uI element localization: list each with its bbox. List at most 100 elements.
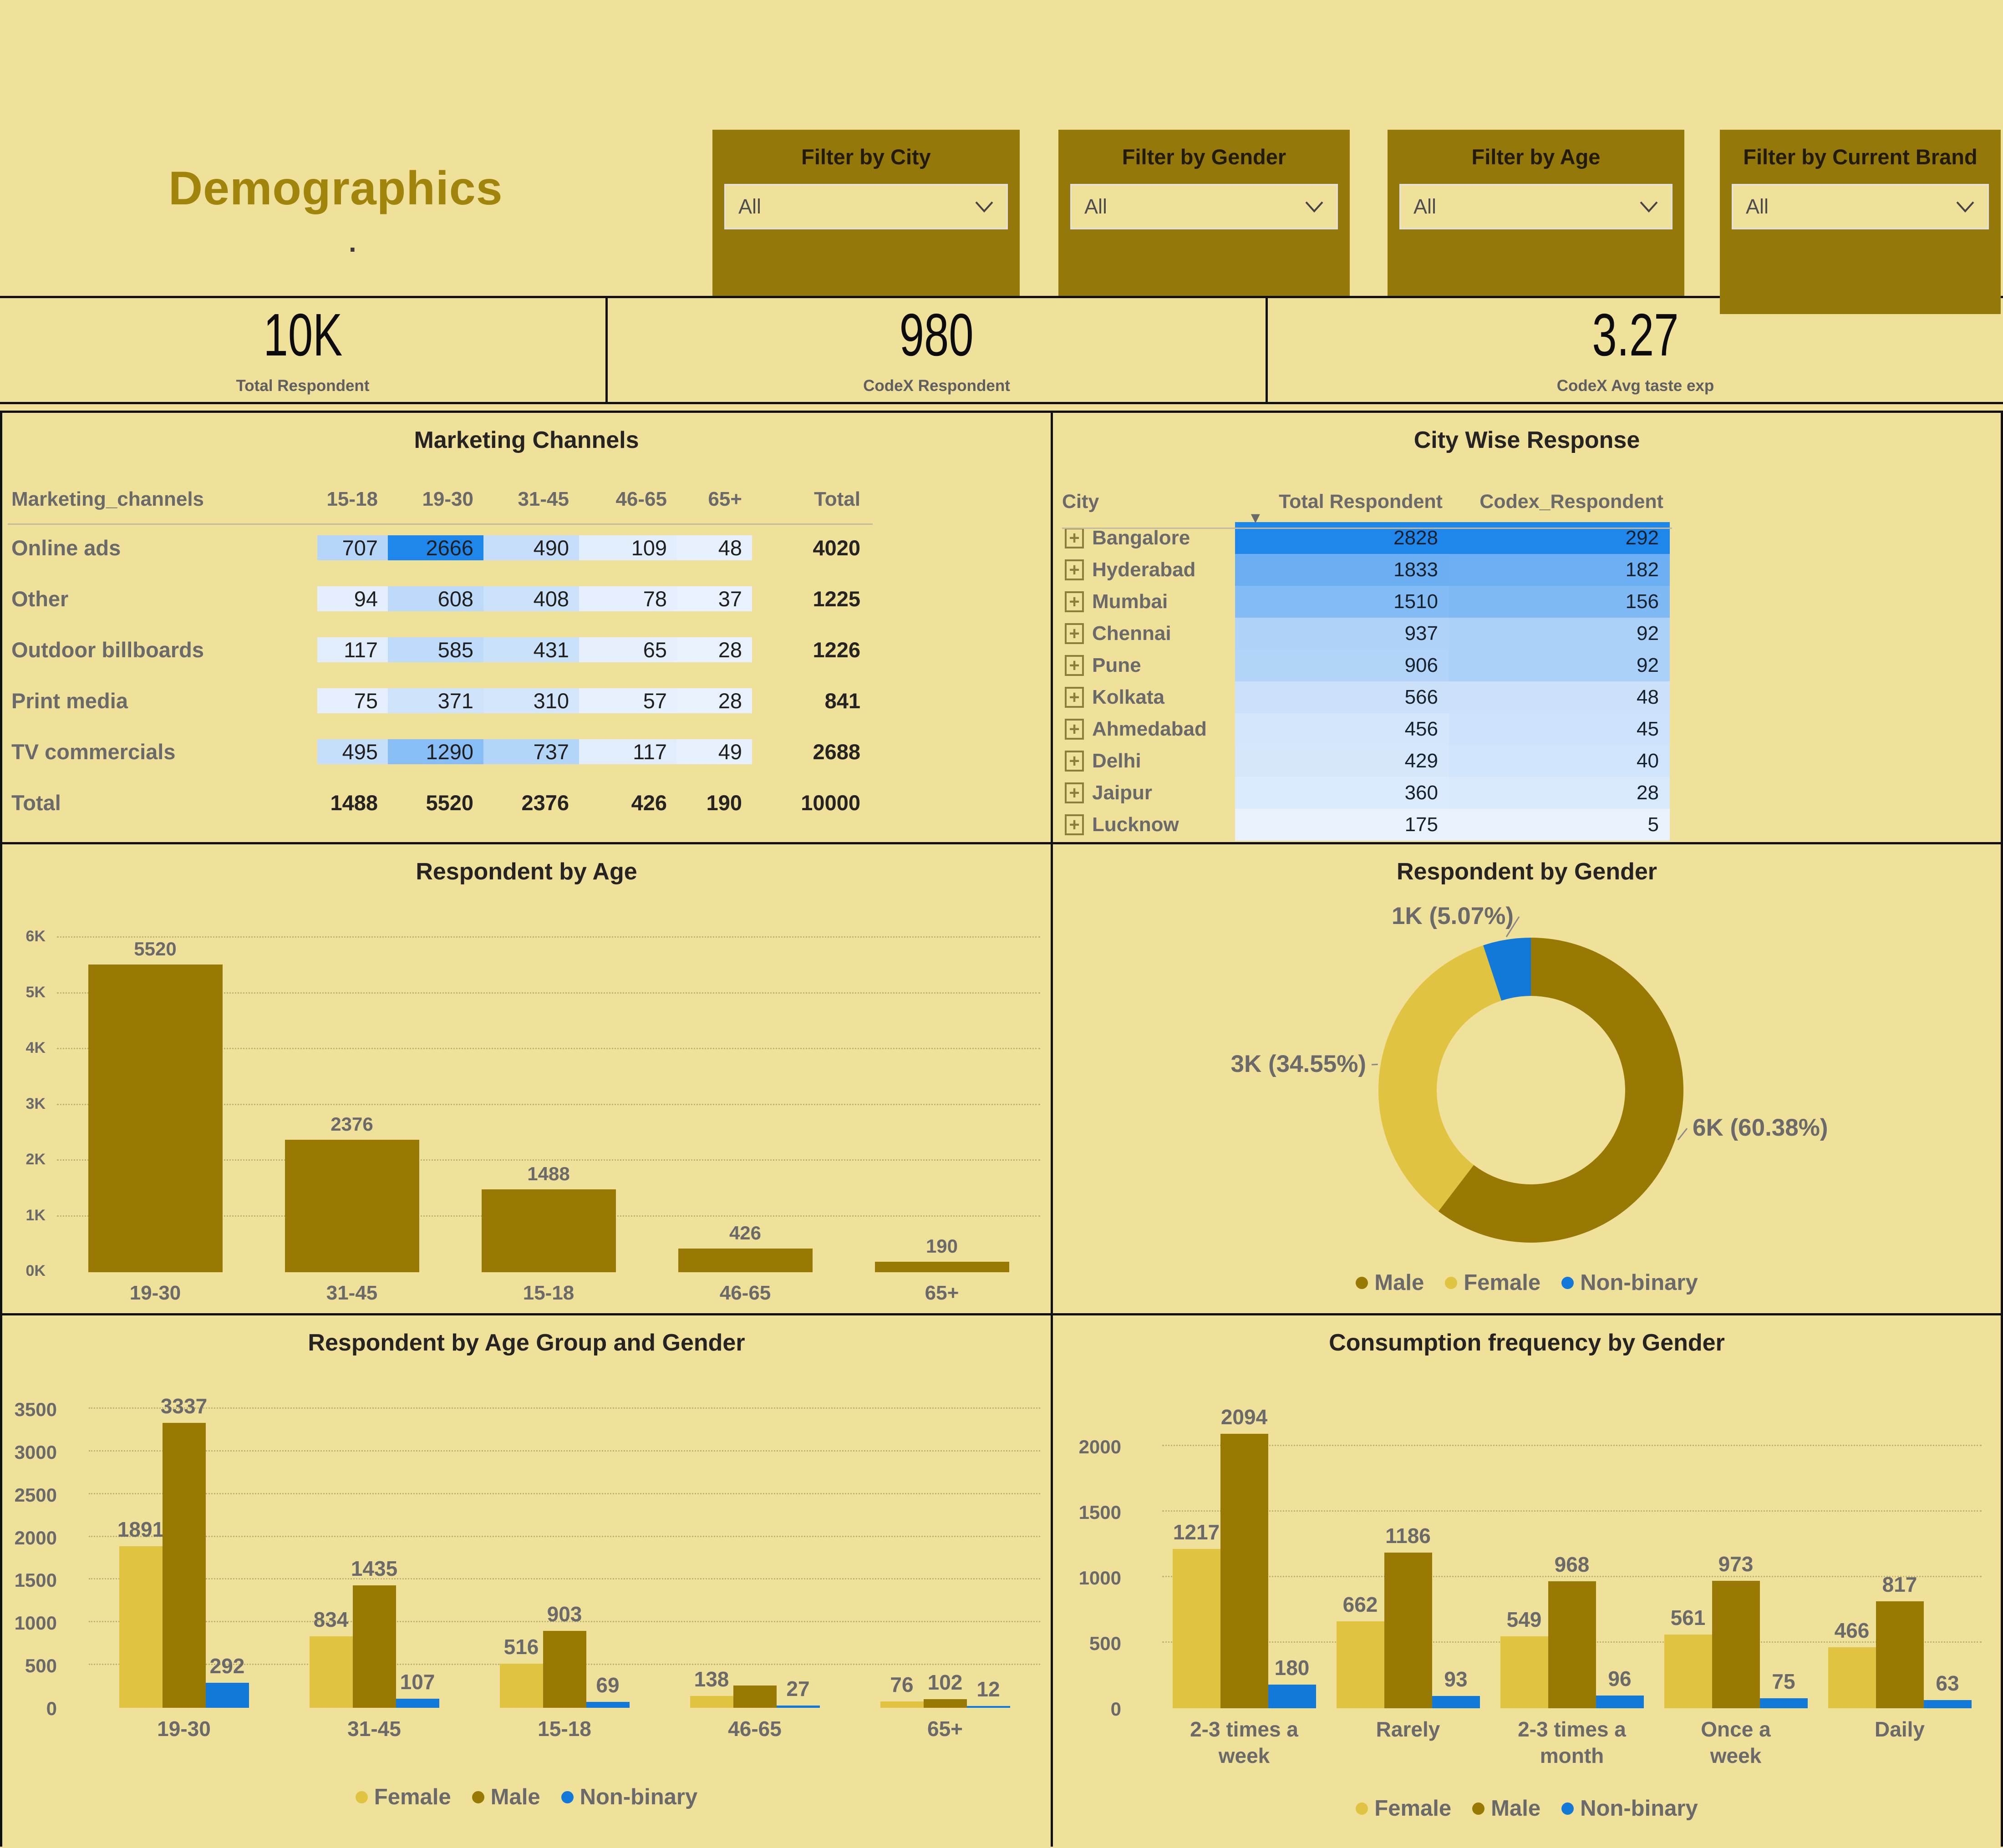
legend-item-female[interactable]: Female [355,1784,451,1810]
legend-item-non-binary[interactable]: Non-binary [1561,1270,1698,1295]
expand-icon[interactable]: + [1065,559,1084,580]
column-header-31-45[interactable]: 31-45 [518,488,569,510]
bar-respondent-by-age-31-45[interactable] [285,1139,419,1272]
legend-item-female[interactable]: Female [1445,1270,1540,1295]
column-header-city[interactable]: City [1062,490,1099,513]
bar-male-31-45[interactable] [352,1585,396,1708]
respondent-by-age-panel: Respondent by Age 5520 2376 1488 426 190 0K 1K… [2,844,1053,1315]
bar-non-binary-2-3-times-a-week[interactable] [1268,1685,1316,1708]
legend-item-male[interactable]: Male [472,1784,540,1810]
heat-cell: 495 [317,739,388,764]
expand-icon[interactable]: + [1065,719,1084,740]
bar-non-binary-daily[interactable] [1923,1700,1972,1708]
bar-female-31-45[interactable] [309,1636,353,1708]
legend-item-non-binary[interactable]: Non-binary [561,1784,697,1810]
column-header-65-[interactable]: 65+ [708,488,742,510]
expand-icon[interactable]: + [1065,528,1084,548]
bar-male-19-30[interactable] [162,1422,206,1708]
column-header-total-respondent[interactable]: Total Respondent [1279,490,1443,513]
legend-item-male[interactable]: Male [1472,1796,1540,1821]
column-header-total[interactable]: Total [814,488,860,510]
table-row[interactable]: + Hyderabad 1833 182 [1062,554,1670,586]
bar-respondent-by-age-19-30[interactable] [88,964,223,1272]
heat-cell: 310 [483,688,579,713]
bar-non-binary-19-30[interactable] [205,1683,249,1708]
filter-city-dropdown[interactable]: All [724,184,1008,230]
expand-icon[interactable]: + [1065,751,1084,772]
filter-gender-dropdown[interactable]: All [1070,184,1338,230]
bar-non-binary-rarely[interactable] [1432,1696,1480,1708]
sort-descending-icon[interactable]: ▼ [1248,509,1263,527]
bar-respondent-by-age-46-65[interactable] [678,1248,813,1272]
bar-male-2-3-times-a-week[interactable] [1220,1433,1268,1708]
table-row[interactable]: Total 1488 5520 2376 426 190 10000 [8,777,870,828]
bar-female-rarely[interactable] [1336,1621,1384,1708]
bar-female-once-a-week[interactable] [1664,1635,1712,1708]
city-table-header: City Total Respondent Codex_Respondent [1062,481,1670,522]
legend-item-non-binary[interactable]: Non-binary [1561,1796,1698,1821]
expand-icon[interactable]: + [1065,687,1084,708]
legend-item-female[interactable]: Female [1356,1796,1451,1821]
table-row[interactable]: + Mumbai 1510 156 [1062,586,1670,618]
heat-cell: 371 [388,688,483,713]
bar-male-65+[interactable] [923,1699,967,1708]
expand-icon[interactable]: + [1065,591,1084,612]
table-row[interactable]: + Jaipur 360 28 [1062,777,1670,809]
table-row[interactable]: + Kolkata 566 48 [1062,681,1670,713]
gridline [57,992,1040,994]
gridline [89,1578,1040,1580]
filter-brand-dropdown[interactable]: All [1732,184,1989,230]
heat-cell: 737 [483,739,579,764]
expand-icon[interactable]: + [1065,623,1084,644]
column-header-15-18[interactable]: 15-18 [326,488,378,510]
table-row[interactable]: Print media 75 371 310 57 28 841 [8,675,870,726]
column-header-19-30[interactable]: 19-30 [422,488,473,510]
table-row[interactable]: + Bangalore 2828 292 [1062,522,1670,554]
table-row[interactable]: TV commercials 495 1290 737 117 49 2688 [8,726,870,777]
city-name: Hyderabad [1092,558,1196,581]
bar-male-15-18[interactable] [543,1630,586,1708]
bar-female-2-3-times-a-month[interactable] [1500,1636,1548,1708]
bar-female-46-65[interactable] [690,1696,733,1708]
column-header-marketing-channels[interactable]: Marketing_channels [11,488,204,510]
donut-slice-male[interactable] [1438,938,1683,1243]
bar-female-19-30[interactable] [119,1546,163,1708]
table-row[interactable]: + Chennai 937 92 [1062,618,1670,650]
table-row[interactable]: Other 94 608 408 78 37 1225 [8,573,870,624]
bar-male-2-3-times-a-month[interactable] [1548,1581,1596,1708]
bar-respondent-by-age-15-18[interactable] [481,1189,616,1272]
bar-non-binary-15-18[interactable] [586,1702,630,1708]
bar-non-binary-31-45[interactable] [396,1698,439,1708]
bar-male-daily[interactable] [1876,1601,1924,1708]
table-row[interactable]: Outdoor billboards 117 585 431 65 28 1226 [8,624,870,675]
heat-cell-total: 360 [1235,777,1449,809]
bar-non-binary-2-3-times-a-month[interactable] [1596,1696,1644,1708]
legend-item-male[interactable]: Male [1356,1270,1424,1295]
bar-non-binary-46-65[interactable] [776,1705,820,1708]
filter-age-dropdown[interactable]: All [1399,184,1673,230]
table-row[interactable]: + Pune 906 92 [1062,650,1670,681]
bar-male-46-65[interactable] [733,1686,777,1708]
bar-female-15-18[interactable] [499,1664,543,1708]
column-header-46-65[interactable]: 46-65 [615,488,667,510]
expand-icon[interactable]: + [1065,782,1084,803]
expand-icon[interactable]: + [1065,655,1084,676]
donut-slice-non-binary[interactable] [1483,938,1531,1001]
table-row[interactable]: + Lucknow 175 5 [1062,809,1670,841]
donut-slice-female[interactable] [1378,945,1502,1212]
bar-male-rarely[interactable] [1384,1553,1432,1708]
x-axis-label: Once a week [1701,1717,1771,1767]
table-row[interactable]: + Delhi 429 40 [1062,745,1670,777]
bar-respondent-by-age-65+[interactable] [874,1261,1009,1272]
expand-icon[interactable]: + [1065,814,1084,835]
bar-female-daily[interactable] [1828,1647,1876,1708]
city-wise-response-title: City Wise Response [1413,427,1640,453]
bar-female-65+[interactable] [880,1701,924,1708]
bar-non-binary-once-a-week[interactable] [1759,1698,1808,1708]
bar-male-once-a-week[interactable] [1712,1580,1760,1708]
bar-non-binary-65+[interactable] [966,1706,1010,1708]
bar-female-2-3-times-a-week[interactable] [1172,1548,1220,1708]
column-header-codex-respondent[interactable]: Codex_Respondent [1479,490,1663,513]
table-row[interactable]: Online ads 707 2666 490 109 48 4020 [8,522,870,573]
table-row[interactable]: + Ahmedabad 456 45 [1062,713,1670,745]
